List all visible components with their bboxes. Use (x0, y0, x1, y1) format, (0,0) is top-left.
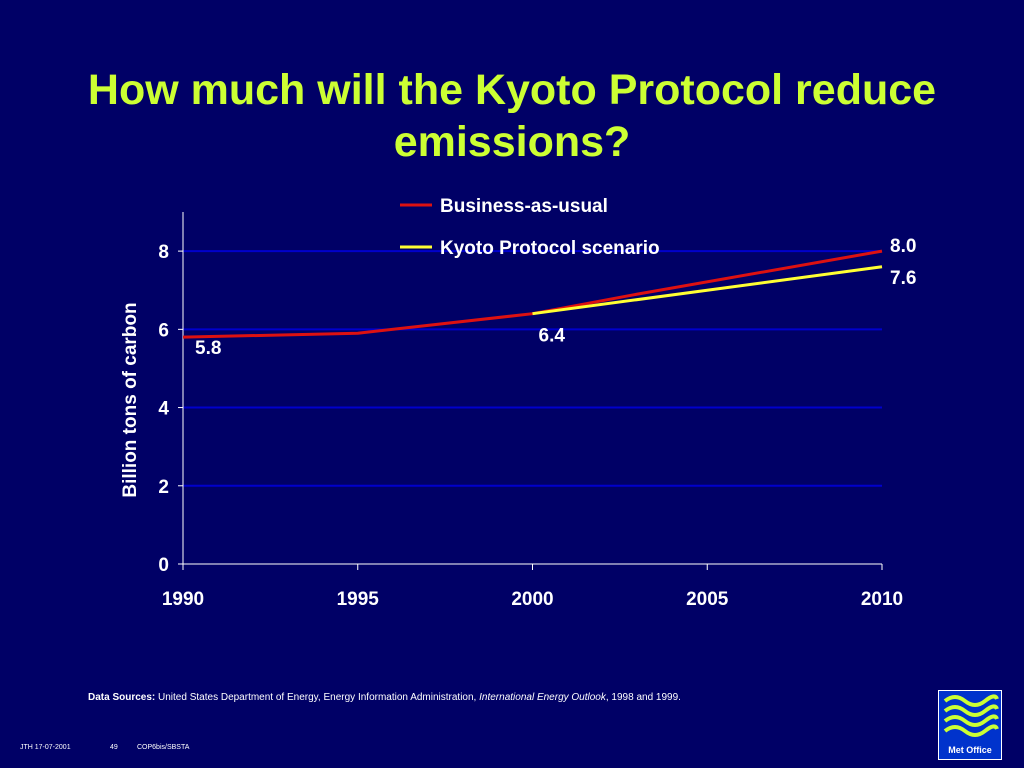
y-tick-label: 0 (158, 555, 169, 576)
source-publication: International Energy Outlook (479, 692, 606, 703)
footer-event: COP6bis/SBSTA (137, 744, 190, 751)
data-label: 5.8 (195, 338, 221, 359)
x-tick-label: 1990 (162, 589, 204, 610)
title-line-2: emissions? (393, 118, 631, 166)
data-label: 8.0 (890, 236, 916, 257)
data-label: 6.4 (539, 326, 566, 347)
legend-label-1: Kyoto Protocol scenario (440, 238, 660, 259)
data-sources-note: Data Sources: United States Department o… (88, 690, 748, 705)
y-tick-label: 2 (158, 477, 169, 498)
y-axis-label: Billion tons of carbon (120, 302, 141, 497)
data-label: 7.6 (890, 268, 916, 289)
legend-label-0: Business-as-usual (440, 196, 608, 217)
x-tick-label: 2000 (511, 589, 553, 610)
source-label: Data Sources: (88, 692, 156, 703)
title-line-1: How much will the Kyoto Protocol reduce (87, 66, 937, 114)
wave-logo-icon (943, 694, 999, 737)
y-tick-label: 4 (158, 399, 169, 420)
logo-text: Met Office (948, 745, 992, 755)
y-tick-label: 8 (158, 242, 169, 263)
series-line-0 (182, 249, 883, 339)
footer-author-date: JTH 17-07-2001 (20, 744, 71, 751)
y-tick-label: 6 (158, 320, 169, 341)
footer-page-number: 49 (110, 744, 118, 751)
source-text: United States Department of Energy, Ener… (155, 692, 480, 703)
x-tick-label: 1995 (337, 589, 380, 610)
x-tick-label: 2010 (861, 589, 903, 610)
series-line-1 (532, 265, 883, 316)
met-office-logo: Met Office (938, 690, 1002, 760)
x-tick-label: 2005 (686, 589, 729, 610)
source-tail: , 1998 and 1999. (605, 692, 681, 703)
slide-title: How much will the Kyoto Protocol reduce … (0, 64, 1024, 168)
